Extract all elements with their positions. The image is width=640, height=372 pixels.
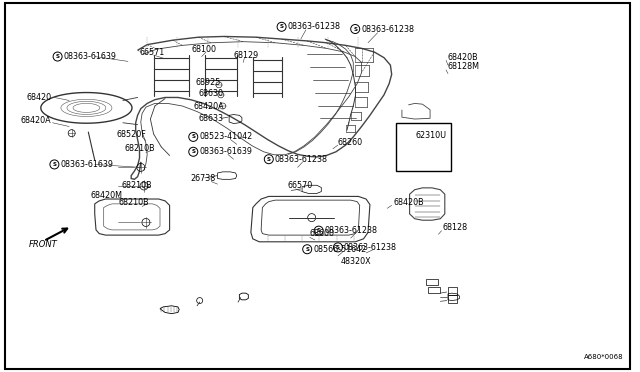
Text: 68210B: 68210B xyxy=(122,181,152,190)
Text: 68630: 68630 xyxy=(198,89,223,98)
Text: 08363-61639: 08363-61639 xyxy=(60,160,113,169)
Text: 62310U: 62310U xyxy=(416,131,447,140)
Text: 68420A: 68420A xyxy=(20,116,51,125)
Text: 68100: 68100 xyxy=(192,45,217,54)
Text: S: S xyxy=(191,149,195,154)
Text: 68128: 68128 xyxy=(443,223,468,232)
Text: 08363-61238: 08363-61238 xyxy=(275,155,328,164)
Text: S: S xyxy=(305,247,309,252)
Bar xyxy=(448,287,457,295)
Text: 68128M: 68128M xyxy=(448,62,480,71)
Text: 68633: 68633 xyxy=(198,114,223,123)
Text: 08566-51642: 08566-51642 xyxy=(313,245,367,254)
Text: 68260: 68260 xyxy=(338,138,363,147)
Text: 66570: 66570 xyxy=(288,182,313,190)
Text: FRONT: FRONT xyxy=(29,240,58,249)
Text: S: S xyxy=(56,54,60,59)
Text: S: S xyxy=(336,245,340,250)
Text: S: S xyxy=(191,134,195,140)
Text: 08363-61238: 08363-61238 xyxy=(324,226,378,235)
Text: 66571: 66571 xyxy=(140,48,164,57)
Text: 26738: 26738 xyxy=(191,174,216,183)
Text: 08363-61639: 08363-61639 xyxy=(63,52,116,61)
Text: 48320X: 48320X xyxy=(341,257,372,266)
Text: 68600: 68600 xyxy=(310,229,335,238)
Text: 68520F: 68520F xyxy=(116,130,146,139)
Bar xyxy=(426,279,438,285)
Text: S: S xyxy=(267,157,271,162)
Text: 68420A: 68420A xyxy=(193,102,224,110)
Text: 68420B: 68420B xyxy=(394,198,424,207)
Text: 68210B: 68210B xyxy=(125,144,156,153)
Bar xyxy=(396,123,451,171)
Text: A680*0068: A680*0068 xyxy=(584,354,624,360)
Text: 08363-61238: 08363-61238 xyxy=(287,22,340,31)
Text: 08363-61639: 08363-61639 xyxy=(199,147,252,156)
Text: 08363-61238: 08363-61238 xyxy=(361,25,414,33)
Text: 68420: 68420 xyxy=(27,93,52,102)
Text: 08363-61238: 08363-61238 xyxy=(344,243,397,252)
Text: 68420B: 68420B xyxy=(448,53,479,62)
Text: 68420M: 68420M xyxy=(91,191,123,200)
Bar xyxy=(428,287,440,293)
Text: 68925: 68925 xyxy=(195,78,221,87)
Text: 68129: 68129 xyxy=(234,51,259,60)
Text: 08523-41042: 08523-41042 xyxy=(199,132,253,141)
Text: S: S xyxy=(52,162,56,167)
Bar xyxy=(448,295,457,303)
Text: S: S xyxy=(280,24,284,29)
Text: S: S xyxy=(317,228,321,233)
Text: 68210B: 68210B xyxy=(118,198,149,207)
Text: S: S xyxy=(353,26,357,32)
